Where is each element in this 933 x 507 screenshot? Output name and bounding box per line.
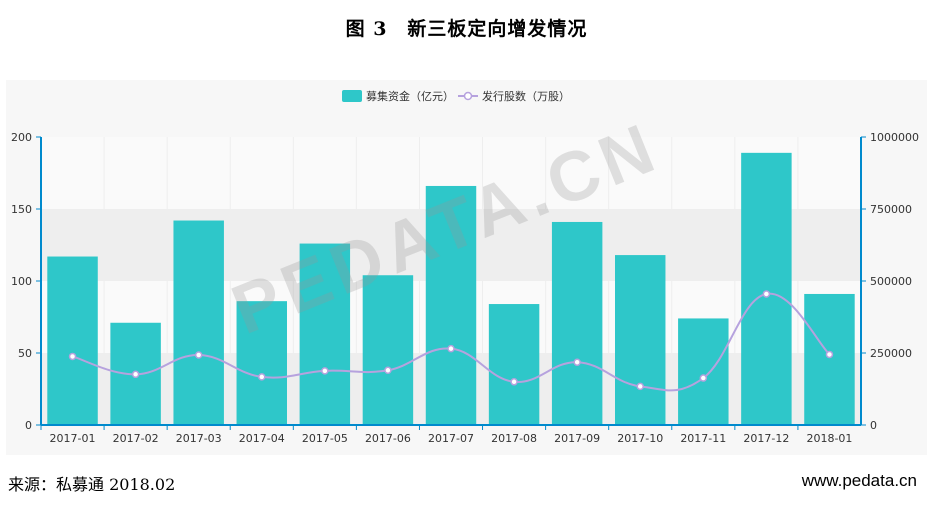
y-right-tick-label: 0 [870,419,877,432]
chart-svg: 0 50 100 150 200 0 250000 500000 750000 1000000 20… [11,89,919,445]
bar [362,275,414,425]
x-tick-label: 2017-07 [428,432,474,445]
x-tick-label: 2017-04 [239,432,285,445]
line-point [447,344,455,353]
chart-panel: 0 50 100 150 200 0 250000 500000 750000 1000000 20… [6,80,927,455]
y-right-tick-label: 750000 [870,203,912,216]
y-right-tick-label: 500000 [870,275,912,288]
bar [551,221,603,425]
source-note: 来源：私募通 2018.02 [8,475,176,494]
x-tick-label: 2017-08 [491,432,537,445]
website-link[interactable]: www.pedata.cn [801,471,917,490]
x-tick-label: 2017-12 [743,432,789,445]
line-point [321,367,329,375]
bar [173,220,224,425]
bar [488,304,540,425]
y-left-tick-label: 100 [11,275,32,288]
x-tick-label: 2017-02 [113,432,159,445]
line-point [762,290,771,298]
legend-swatch-marker [463,91,473,101]
y-left-tick-label: 0 [25,419,32,432]
x-tick-label: 2017-05 [302,432,348,445]
bar [615,255,666,425]
legend-swatch-bar [342,90,362,102]
bar [236,301,287,425]
y-right-tick-label: 1000000 [870,131,919,144]
line-point [825,350,834,359]
legend: 募集资金（亿元） 发行股数（万股） [342,89,570,103]
line-point [573,358,581,366]
bar [299,243,351,425]
y-left-tick-label: 150 [11,203,32,216]
watermark-text: PEDATA.CN [221,107,669,349]
x-tick-label: 2017-09 [554,432,600,445]
x-tick-label: 2017-01 [50,432,96,445]
y-left-tick-label: 50 [18,347,32,360]
line-point [699,374,708,382]
line-point [68,352,77,361]
x-tick-label: 2017-06 [365,432,411,445]
line-point [258,373,266,381]
bar [47,256,98,425]
x-tick-label: 2018-01 [806,432,852,445]
bar [678,318,729,425]
chart-title: 图 3 新三板定向增发情况 [345,18,588,40]
bar [804,293,855,425]
y-left-tick-label: 200 [11,131,32,144]
bar [741,152,792,425]
line-point [636,382,644,391]
y-right-tick-label: 250000 [870,347,912,360]
x-tick-label: 2017-11 [680,432,726,445]
line-point [510,378,518,386]
line-point [194,351,203,359]
legend-label-bar: 募集资金（亿元） [366,89,454,103]
x-tick-label: 2017-10 [617,432,663,445]
line-point [131,370,140,379]
bar [425,185,477,425]
legend-label-line: 发行股数（万股） [482,89,570,103]
x-tick-label: 2017-03 [176,432,222,445]
line-point [384,366,392,375]
